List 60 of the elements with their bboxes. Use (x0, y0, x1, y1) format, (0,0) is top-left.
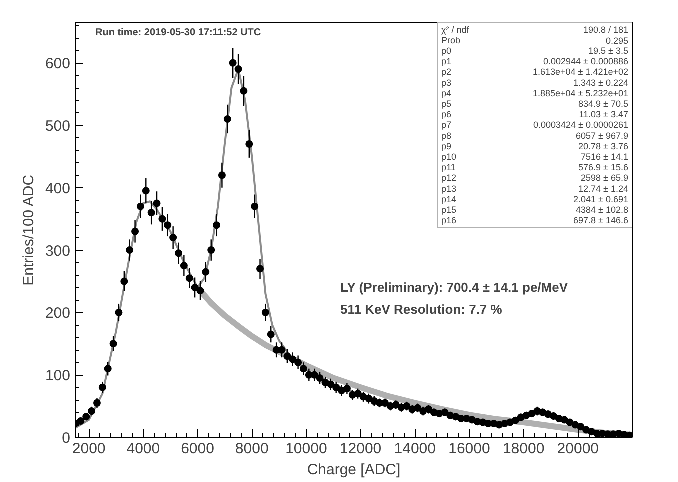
annotation: 2598 ± 65.9 (581, 173, 629, 184)
x-tick-label: 10000 (286, 440, 328, 458)
annotation: 7516 ± 14.1 (581, 152, 629, 162)
x-tick-label: 4000 (126, 440, 160, 458)
annotation: p8 (442, 130, 452, 141)
y-axis-title: Entries/100 ADC (20, 174, 38, 286)
x-tick-label: 8000 (235, 440, 269, 458)
y-tick-label: 100 (45, 368, 71, 385)
annotation: 1.613e+04 ± 1.421e+02 (532, 67, 629, 78)
x-tick-label: 12000 (340, 440, 382, 458)
annotation: 4384 ± 102.8 (576, 205, 628, 215)
x-axis-title: Charge [ADC] (307, 462, 401, 478)
annotation: 6057 ± 967.9 (576, 130, 628, 141)
annotation: p2 (442, 67, 452, 78)
annotation: 11.03 ± 3.47 (579, 110, 628, 120)
y-tick-label: 0 (62, 430, 70, 447)
annotation: p6 (442, 110, 452, 120)
annotation: 190.8 / 181 (583, 24, 629, 35)
annotation: 697.8 ± 146.6 (574, 216, 628, 226)
annotation: Run time: 2019-05-30 17:11:52 UTC (96, 28, 262, 38)
annotation: p16 (442, 216, 457, 226)
x-tick-label: 2000 (72, 440, 106, 458)
x-tick-label: 20000 (557, 440, 600, 458)
x-tick-label: 18000 (502, 440, 545, 458)
annotation: p13 (442, 184, 457, 194)
annotation: p0 (442, 46, 452, 56)
annotation: p12 (442, 173, 457, 184)
annotation: p14 (442, 194, 457, 204)
annotation: p9 (442, 141, 452, 152)
annotation: p10 (442, 152, 457, 162)
annotation: 1.885e+04 ± 5.232e+01 (532, 88, 629, 98)
annotation: p11 (442, 162, 456, 173)
annotation: 20.78 ± 3.76 (578, 141, 629, 152)
y-tick-label: 400 (45, 180, 71, 198)
x-tick-label: 14000 (394, 440, 436, 458)
annotation: p3 (442, 78, 452, 88)
annotation: 0.002944 ± 0.000886 (543, 56, 629, 67)
annotation: 0.295 (606, 36, 629, 46)
annotation: p1 (442, 56, 452, 67)
annotation: p4 (442, 88, 452, 98)
annotation: 511 KeV Resolution: 7.7 % (340, 302, 503, 317)
annotation: 19.5 ± 3.5 (588, 46, 628, 56)
annotation: 576.9 ± 15.6 (578, 162, 629, 173)
y-tick-label: 600 (45, 56, 71, 73)
annotation: p15 (442, 205, 457, 215)
annotation: 2.041 ± 0.691 (574, 194, 628, 204)
annotation: p5 (442, 99, 452, 109)
y-tick-label: 300 (45, 242, 71, 260)
annotation: χ² / ndf (442, 24, 470, 35)
annotation: 12.74 ± 1.24 (578, 184, 629, 194)
annotation: 0.0003424 ± 0.0000261 (533, 120, 629, 130)
y-tick-label: 200 (45, 305, 71, 322)
annotation: LY (Preliminary): 700.4 ± 14.1 pe/MeV (340, 280, 568, 295)
annotation: 1.343 ± 0.224 (574, 78, 628, 88)
y-tick-label: 500 (45, 118, 71, 135)
annotation: p7 (442, 120, 452, 130)
annotation: 834.9 ± 70.5 (578, 99, 629, 109)
annotation: Prob (442, 35, 461, 46)
x-tick-label: 6000 (181, 440, 214, 458)
x-tick-label: 16000 (448, 440, 490, 458)
